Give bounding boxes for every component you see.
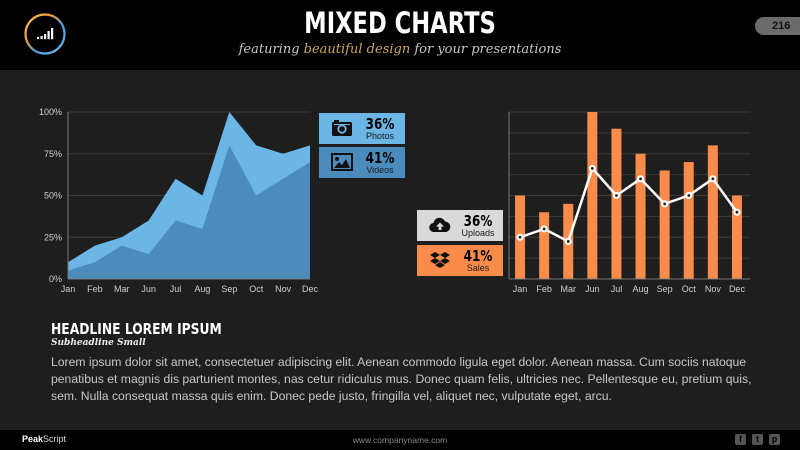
dropbox-icon	[430, 252, 450, 268]
facebook-icon[interactable]: f	[735, 434, 746, 445]
legend-sales: 41% Sales	[417, 245, 503, 276]
x-tick-label: Jul	[611, 284, 623, 294]
subtitle-pre: featuring	[238, 42, 304, 57]
footer: PeakScript www.companyname.com f t p	[0, 430, 800, 450]
bar-jul	[611, 128, 622, 279]
twitter-icon[interactable]: t	[752, 434, 763, 445]
y-tick-label: 50%	[44, 191, 62, 201]
line-point-center	[711, 177, 715, 181]
x-tick-label: Feb	[87, 284, 103, 294]
body-text: Lorem ipsum dolor sit amet, consectetuer…	[51, 355, 752, 403]
bar-aug	[635, 153, 646, 279]
legend-uploads-value: 36%	[463, 212, 493, 230]
line-point-center	[735, 210, 739, 214]
legend-uploads: 36% Uploads	[417, 210, 503, 241]
legend-photos-label: Photos	[365, 131, 395, 141]
x-tick-label: Aug	[194, 284, 210, 294]
page-number-badge: 216	[755, 17, 800, 35]
x-tick-label: Jan	[61, 284, 76, 294]
x-tick-label: Dec	[302, 284, 319, 294]
company-url[interactable]: www.companyname.com	[352, 435, 448, 445]
y-tick-label: 75%	[44, 149, 62, 159]
image-icon	[331, 153, 353, 171]
x-tick-label: Jan	[513, 284, 528, 294]
legend-uploads-label: Uploads	[461, 228, 495, 238]
legend-sales-value: 41%	[463, 247, 493, 265]
legend-photos-value: 36%	[365, 115, 395, 133]
subheadline: Subheadline Small	[51, 338, 146, 348]
x-tick-label: Jul	[170, 284, 182, 294]
x-tick-label: Dec	[729, 284, 746, 294]
line-point-center	[518, 235, 522, 239]
legend-photos: 36% Photos	[319, 113, 405, 144]
x-tick-label: Jun	[585, 284, 600, 294]
page-subtitle: featuring beautiful design for your pres…	[0, 42, 800, 57]
x-tick-label: Jun	[141, 284, 156, 294]
signal-bars-icon	[24, 13, 66, 55]
line-series-uploads	[519, 167, 738, 243]
x-tick-label: Mar	[561, 284, 577, 294]
y-tick-label: 100%	[39, 107, 62, 117]
legend-videos-value: 41%	[365, 149, 395, 167]
bar-dec	[731, 195, 742, 279]
brand-name: PeakScript	[22, 434, 66, 444]
cloud-upload-icon	[429, 217, 451, 233]
x-tick-label: Aug	[633, 284, 649, 294]
x-tick-label: Feb	[536, 284, 552, 294]
brand-bold: Peak	[22, 434, 44, 444]
subtitle-accent: beautiful design	[303, 42, 411, 57]
brand-rest: Script	[43, 434, 67, 444]
header: MIXED CHARTS featuring beautiful design …	[0, 0, 800, 70]
x-tick-label: Nov	[705, 284, 722, 294]
legend-sales-label: Sales	[466, 263, 490, 273]
main-content: 0% 25% 50% 75% 100% Jan Feb Mar Jun Jul Aug Sep Oct N…	[0, 70, 800, 430]
bar-jun	[587, 112, 598, 279]
page-title: MIXED CHARTS	[304, 6, 496, 40]
line-point-center	[542, 227, 546, 231]
bar-sep	[659, 170, 670, 279]
bar-feb	[539, 212, 550, 279]
bar-line-chart: Jan Feb Mar Jun Jul Aug Sep Oct Nov Dec	[508, 111, 750, 294]
x-tick-label: Nov	[275, 284, 292, 294]
line-point-center	[615, 194, 618, 197]
line-point-center	[590, 166, 594, 170]
headline: HEADLINE LOREM IPSUM	[51, 320, 222, 338]
y-tick-label: 0%	[49, 274, 62, 284]
x-tick-label: Oct	[249, 284, 264, 294]
x-tick-label: Sep	[657, 284, 673, 294]
area-series-videos	[68, 145, 310, 279]
camera-icon	[332, 120, 352, 136]
line-point-center	[687, 194, 691, 197]
bar-oct	[683, 162, 694, 279]
line-point-center	[639, 177, 642, 181]
legend-videos-label: Videos	[366, 165, 394, 175]
pinterest-icon[interactable]: p	[769, 434, 780, 445]
x-tick-label: Sep	[221, 284, 237, 294]
line-point-center	[566, 240, 570, 243]
x-tick-label: Oct	[682, 284, 697, 294]
line-point-center	[663, 202, 667, 206]
x-tick-label: Mar	[114, 284, 130, 294]
bar-nov	[707, 145, 718, 279]
area-chart: 0% 25% 50% 75% 100% Jan Feb Mar Jun Jul Aug Sep Oct N…	[39, 107, 319, 294]
subtitle-post: for your presentations	[410, 42, 562, 57]
y-tick-label: 25%	[44, 232, 62, 242]
legend-videos: 41% Videos	[319, 147, 405, 178]
